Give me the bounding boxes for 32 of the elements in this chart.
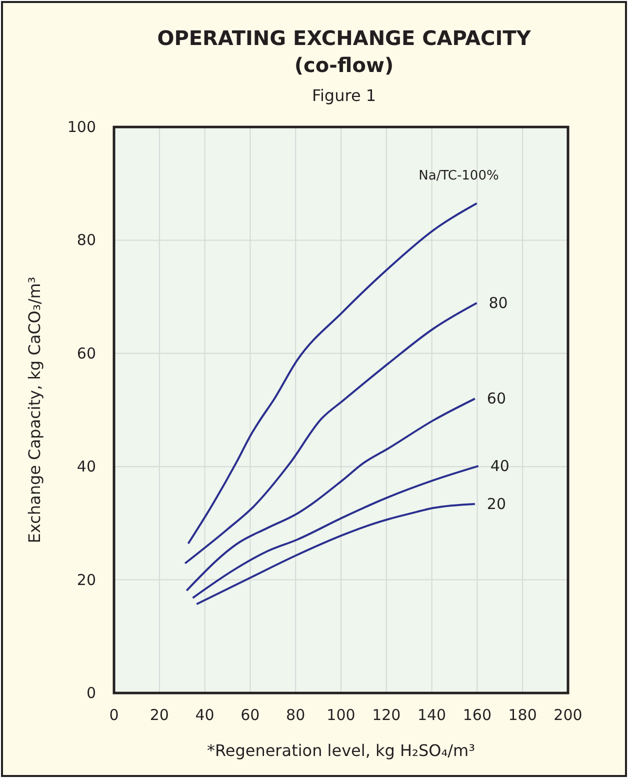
series-label: 80 bbox=[488, 294, 508, 312]
x-tick-label: 40 bbox=[195, 706, 214, 724]
x-tick-label: 20 bbox=[150, 706, 169, 724]
x-tick-label: 120 bbox=[372, 706, 401, 724]
x-tick-label: 140 bbox=[417, 706, 446, 724]
y-tick-label: 0 bbox=[86, 684, 96, 702]
text: Na/TC-100% bbox=[418, 168, 499, 184]
x-tick-label: 160 bbox=[462, 706, 492, 724]
line-series bbox=[186, 398, 476, 592]
x-tick-label: 0 bbox=[109, 706, 119, 724]
series-label: 40 bbox=[490, 457, 510, 476]
y-tick-label: 100 bbox=[67, 118, 96, 136]
series-label: 60 bbox=[486, 390, 506, 408]
y-axis-title: Exchange Capacity, kg CaCO₃/m³ bbox=[25, 276, 44, 544]
x-tick-label: 100 bbox=[326, 706, 356, 724]
y-tick-label: 20 bbox=[76, 570, 96, 589]
x-tick-label: 180 bbox=[508, 706, 537, 724]
x-tick-label: 200 bbox=[554, 706, 582, 724]
line-series bbox=[184, 302, 478, 564]
chart-title: OPERATING EXCHANGE CAPACITY bbox=[157, 26, 532, 50]
series-label: 20 bbox=[486, 494, 506, 513]
chart-subtitle: (co-flow) bbox=[294, 53, 394, 77]
x-tick-label: 80 bbox=[286, 706, 306, 724]
y-tick-label: 40 bbox=[76, 458, 96, 476]
caption: Figure 1 bbox=[312, 86, 376, 105]
line-series bbox=[196, 502, 476, 606]
y-tick-label: 80 bbox=[76, 231, 96, 250]
line-series bbox=[192, 465, 480, 599]
x-axis-title: *Regeneration level, kg H₂SO₄/m³ bbox=[206, 741, 476, 760]
x-tick-label: 60 bbox=[240, 706, 260, 724]
y-tick-label: 60 bbox=[76, 344, 96, 362]
line-series bbox=[187, 202, 478, 545]
